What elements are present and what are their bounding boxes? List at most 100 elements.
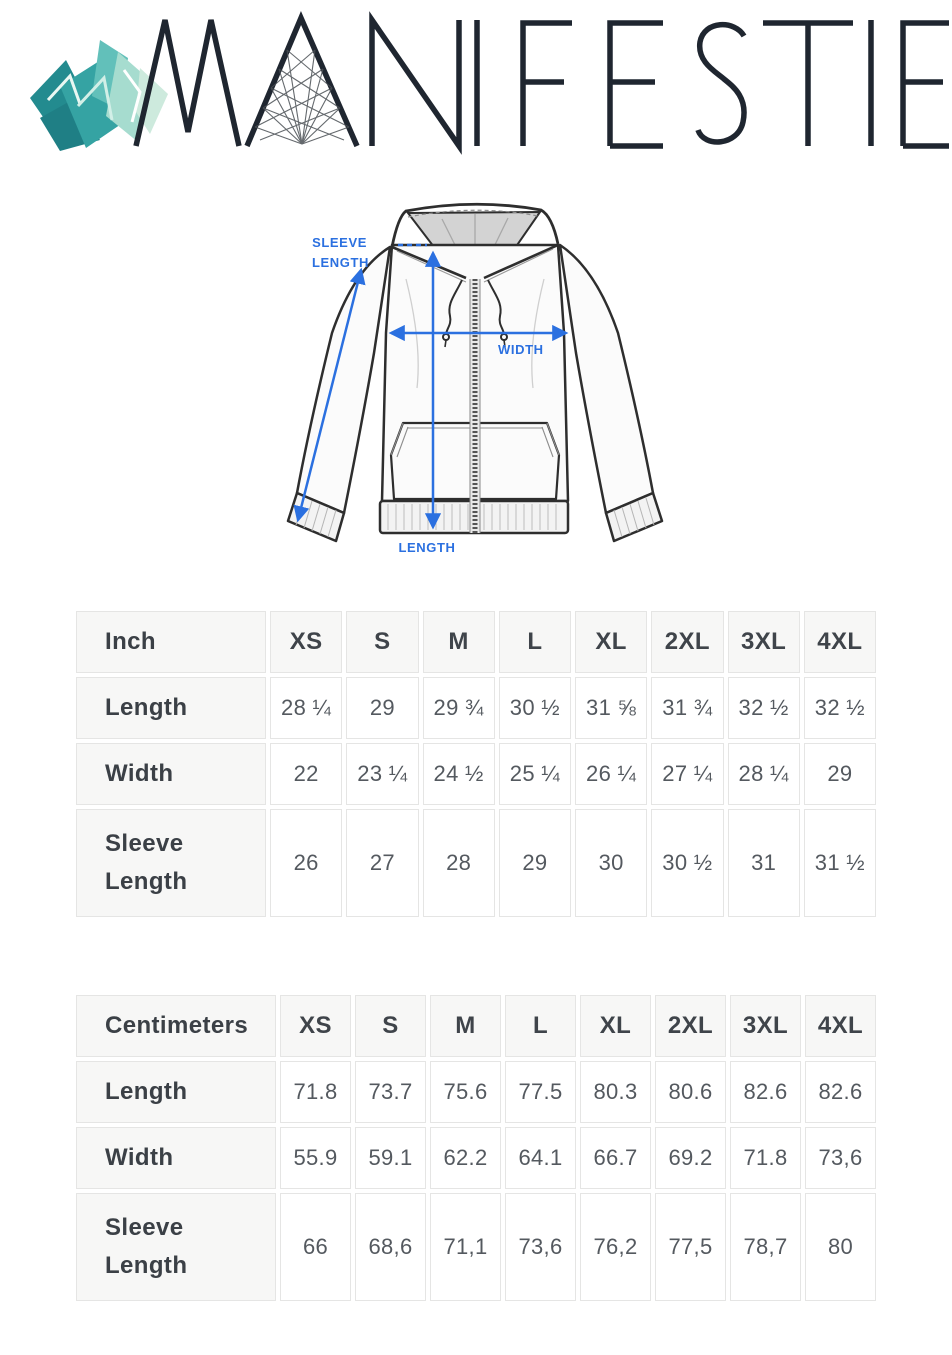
size-table: Centimeters XS S M L XL 2XL 3XL 4XL Length 71.8 73.… xyxy=(72,991,880,1305)
measurement-row-label: Sleeve Length xyxy=(76,809,266,917)
size-column-header: 3XL xyxy=(727,611,800,673)
measurement-value-cell: 27 xyxy=(346,809,419,917)
sleeve-length-arrow xyxy=(293,267,366,523)
measurement-value-cell: 78,7 xyxy=(730,1193,801,1301)
measurement-value-cell: 31 ½ xyxy=(803,809,876,917)
size-table-inch: Inch XS S M L XL 2XL 3XL 4XL Length 28 ¼ 29 29 ¾ 30 ½… xyxy=(72,607,880,921)
size-column-header: 2XL xyxy=(655,995,726,1057)
table-row: Width 55.9 59.1 62.2 64.1 66.7 69.2 71.8 73,6 xyxy=(76,1127,876,1189)
brand-logo xyxy=(30,11,949,155)
size-column-header: 4XL xyxy=(803,611,876,673)
measurement-value-cell: 26 xyxy=(270,809,343,917)
measurement-value-cell: 24 ½ xyxy=(422,743,495,805)
hoodie-diagram-svg: SLEEVE LENGTH WIDTH LENGTH xyxy=(286,202,664,555)
measurement-value-cell: 31 ⅝ xyxy=(575,677,648,739)
measurement-value-cell: 80.3 xyxy=(580,1061,651,1123)
size-column-header: 2XL xyxy=(651,611,724,673)
brand-wordmark xyxy=(133,11,949,155)
measurement-value-cell: 71,1 xyxy=(430,1193,501,1301)
measurement-value-cell: 76,2 xyxy=(580,1193,651,1301)
size-table: Inch XS S M L XL 2XL 3XL 4XL Length 28 ¼ 29 29 ¾ 30 ½… xyxy=(72,607,880,921)
size-table-centimeters: Centimeters XS S M L XL 2XL 3XL 4XL Length 71.8 73.… xyxy=(72,991,880,1305)
measurement-value-cell: 29 xyxy=(346,677,419,739)
measurement-value-cell: 55.9 xyxy=(280,1127,351,1189)
unit-label: Inch xyxy=(76,611,266,673)
measurement-value-cell: 71.8 xyxy=(730,1127,801,1189)
measurement-row-label: Length xyxy=(76,677,266,739)
measurement-value-cell: 29 xyxy=(498,809,571,917)
size-column-header: XL xyxy=(580,995,651,1057)
measurement-value-cell: 32 ½ xyxy=(803,677,876,739)
measurement-value-cell: 73,6 xyxy=(505,1193,576,1301)
crystal-cluster-icon xyxy=(30,40,168,151)
measurement-value-cell: 68,6 xyxy=(355,1193,426,1301)
measurement-value-cell: 59.1 xyxy=(355,1127,426,1189)
size-column-header: XS xyxy=(280,995,351,1057)
brand-header xyxy=(0,0,952,165)
table-row: Length 71.8 73.7 75.6 77.5 80.3 80.6 82.6 82.6 xyxy=(76,1061,876,1123)
measurement-value-cell: 28 ¼ xyxy=(727,743,800,805)
measurement-row-label: Length xyxy=(76,1061,276,1123)
measurement-value-cell: 28 ¼ xyxy=(270,677,343,739)
measurement-value-cell: 23 ¼ xyxy=(346,743,419,805)
letter-a-net xyxy=(254,49,350,145)
measurement-row-label: Sleeve Length xyxy=(76,1193,276,1301)
measurement-value-cell: 31 ¾ xyxy=(651,677,724,739)
table-header-row: Centimeters XS S M L XL 2XL 3XL 4XL xyxy=(76,995,876,1057)
measurement-value-cell: 77.5 xyxy=(505,1061,576,1123)
measurement-value-cell: 82.6 xyxy=(805,1061,876,1123)
measurement-value-cell: 80.6 xyxy=(655,1061,726,1123)
measurement-value-cell: 25 ¼ xyxy=(498,743,571,805)
measurement-value-cell: 66.7 xyxy=(580,1127,651,1189)
size-column-header: L xyxy=(505,995,576,1057)
measurement-value-cell: 26 ¼ xyxy=(575,743,648,805)
measurement-value-cell: 71.8 xyxy=(280,1061,351,1123)
size-column-header: M xyxy=(430,995,501,1057)
measurement-value-cell: 82.6 xyxy=(730,1061,801,1123)
length-label: LENGTH xyxy=(398,540,455,555)
measurement-value-cell: 27 ¼ xyxy=(651,743,724,805)
measurement-row-label: Width xyxy=(76,743,266,805)
measurement-value-cell: 22 xyxy=(270,743,343,805)
size-column-header: XL xyxy=(575,611,648,673)
size-column-header: S xyxy=(355,995,426,1057)
measurement-value-cell: 62.2 xyxy=(430,1127,501,1189)
size-column-header: 4XL xyxy=(805,995,876,1057)
table-row: Width 22 23 ¼ 24 ½ 25 ¼ 26 ¼ 27 ¼ 28 ¼ 29 xyxy=(76,743,876,805)
size-column-header: M xyxy=(422,611,495,673)
sleeve-length-label: SLEEVE xyxy=(312,235,367,250)
measurement-value-cell: 64.1 xyxy=(505,1127,576,1189)
sleeve-length-label-2: LENGTH xyxy=(312,255,369,270)
measurement-value-cell: 80 xyxy=(805,1193,876,1301)
measurement-arrows xyxy=(293,243,569,530)
measurement-value-cell: 30 ½ xyxy=(651,809,724,917)
measurement-value-cell: 32 ½ xyxy=(727,677,800,739)
measurement-value-cell: 66 xyxy=(280,1193,351,1301)
measurement-value-cell: 31 xyxy=(727,809,800,917)
measurement-value-cell: 29 ¾ xyxy=(422,677,495,739)
size-tables-section: Inch XS S M L XL 2XL 3XL 4XL Length 28 ¼ 29 29 ¾ 30 ½… xyxy=(72,607,880,1305)
measurement-value-cell: 29 xyxy=(803,743,876,805)
zipper xyxy=(469,279,481,533)
measurement-value-cell: 30 ½ xyxy=(498,677,571,739)
size-column-header: 3XL xyxy=(730,995,801,1057)
size-column-header: L xyxy=(498,611,571,673)
measurement-value-cell: 77,5 xyxy=(655,1193,726,1301)
measurement-value-cell: 73.7 xyxy=(355,1061,426,1123)
measurement-value-cell: 69.2 xyxy=(655,1127,726,1189)
measurement-value-cell: 30 xyxy=(575,809,648,917)
table-row: Sleeve Length 66 68,6 71,1 73,6 76,2 77,5 78,7 8… xyxy=(76,1193,876,1301)
measurement-value-cell: 28 xyxy=(422,809,495,917)
size-column-header: S xyxy=(346,611,419,673)
size-column-header: XS xyxy=(270,611,343,673)
hoodie-measurement-diagram: SLEEVE LENGTH WIDTH LENGTH xyxy=(270,183,690,578)
width-label: WIDTH xyxy=(498,342,544,357)
table-header-row: Inch XS S M L XL 2XL 3XL 4XL xyxy=(76,611,876,673)
measurement-value-cell: 75.6 xyxy=(430,1061,501,1123)
measurement-value-cell: 73,6 xyxy=(805,1127,876,1189)
table-row: Length 28 ¼ 29 29 ¾ 30 ½ 31 ⅝ 31 ¾ 32 ½ 32 ½ xyxy=(76,677,876,739)
unit-label: Centimeters xyxy=(76,995,276,1057)
measurement-row-label: Width xyxy=(76,1127,276,1189)
table-row: Sleeve Length 26 27 28 29 30 30 ½ 31 31 ½ xyxy=(76,809,876,917)
